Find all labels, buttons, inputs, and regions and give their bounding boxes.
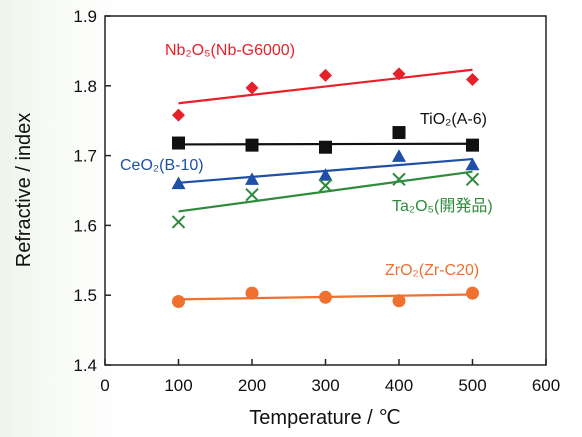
data-point-series-2 — [392, 149, 406, 162]
data-point-series-3 — [171, 215, 186, 229]
x-tick-label: 0 — [100, 376, 109, 395]
axis-ticks: 0 100 200 300 400 500 600 1.4 1.5 1.6 1.7 1.8 1.9 — [73, 7, 560, 395]
data-point-series-3 — [392, 172, 406, 187]
data-point-series-3 — [245, 187, 259, 202]
series-label-zro2: ZrO₂(Zr-C20) — [385, 262, 479, 279]
data-point-series-2 — [245, 172, 259, 185]
data-point-series-1 — [245, 138, 259, 152]
data-point-series-4 — [172, 294, 185, 308]
data-point-series-0 — [319, 68, 332, 82]
data-point-series-1 — [392, 126, 406, 140]
y-tick-label: 1.9 — [73, 7, 97, 26]
data-point-series-1 — [319, 140, 332, 154]
data-point-series-2 — [318, 168, 333, 181]
y-tick-label: 1.6 — [73, 216, 97, 235]
trend-line-series-0 — [178, 68, 473, 105]
x-axis-title: Temperature / ℃ — [249, 407, 400, 429]
data-point-series-1 — [172, 136, 185, 150]
y-tick-label: 1.4 — [73, 356, 97, 375]
data-point-series-4 — [245, 286, 259, 300]
x-tick-label: 100 — [164, 376, 192, 395]
data-point-series-0 — [466, 73, 479, 87]
data-point-series-1 — [466, 138, 479, 152]
data-point-series-2 — [465, 157, 480, 171]
x-tick-label: 500 — [458, 376, 486, 395]
data-point-series-0 — [172, 108, 185, 122]
x-tick-label: 200 — [238, 376, 266, 395]
trend-line-series-3 — [178, 170, 473, 213]
data-point-series-3 — [318, 178, 333, 193]
series-label-ceo2: CeO₂(B-10) — [120, 157, 204, 174]
x-tick-label: 400 — [385, 376, 413, 395]
series-label-tio2: TiO₂(A-6) — [420, 111, 487, 128]
y-tick-label: 1.5 — [73, 286, 97, 305]
data-point-series-0 — [245, 81, 259, 95]
data-point-series-2 — [171, 176, 186, 190]
data-point-series-3 — [465, 172, 480, 187]
data-points — [171, 67, 480, 308]
data-point-series-4 — [392, 294, 406, 308]
data-point-series-0 — [392, 67, 406, 81]
y-tick-label: 1.7 — [73, 147, 97, 166]
series-label-ta2o5: Ta₂O₅(開発品) — [392, 197, 493, 215]
x-tick-label: 600 — [532, 376, 560, 395]
data-point-series-4 — [466, 286, 479, 300]
y-axis-title: Refractive / index — [13, 113, 35, 268]
y-tick-label: 1.8 — [73, 77, 97, 96]
x-tick-label: 300 — [311, 376, 339, 395]
series-label-nb2o5: Nb₂O₅(Nb-G6000) — [165, 42, 295, 59]
data-point-series-4 — [319, 290, 332, 304]
